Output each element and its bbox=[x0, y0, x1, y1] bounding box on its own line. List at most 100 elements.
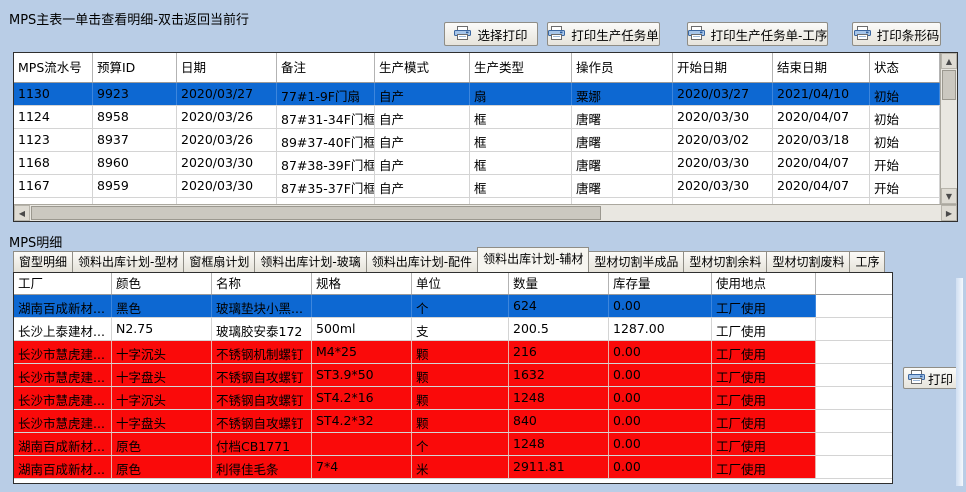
column-header[interactable]: MPS流水号 bbox=[14, 53, 93, 82]
button-label: 打印生产任务单 bbox=[571, 28, 659, 43]
table-header-row: MPS流水号 预算ID 日期 备注 生产模式 生产类型 操作员 开始日期 结束日期 状态 bbox=[14, 53, 940, 83]
tab-5[interactable]: 领料出库计划-辅材 bbox=[477, 247, 590, 272]
row-filler bbox=[816, 295, 892, 317]
cell: 开始 bbox=[870, 175, 940, 197]
tab-8[interactable]: 型材切割废料 bbox=[766, 251, 851, 272]
column-header[interactable]: 规格 bbox=[312, 273, 412, 294]
tab-9[interactable]: 工序 bbox=[849, 251, 886, 272]
table-row[interactable]: 湖南百成新材... 原色 利得佳毛条 7*4 米 2911.81 0.00 工厂使用 bbox=[14, 456, 892, 479]
row-filler bbox=[816, 387, 892, 409]
scroll-right-icon[interactable]: ▶ bbox=[941, 205, 957, 221]
table-row[interactable]: 长沙市慧虎建... 十字盘头 不锈钢自攻螺钉 ST3.9*50 颗 1632 0.00 工厂使… bbox=[14, 364, 892, 387]
print-button-1[interactable]: 打印生产任务单 bbox=[547, 22, 660, 46]
cell: 颗 bbox=[412, 364, 509, 386]
table-row[interactable]: 1124 8958 2020/03/26 87#31-34F门框 自产框唐曙 2020/0… bbox=[14, 106, 940, 129]
cell: 0.00 bbox=[609, 387, 712, 409]
cell: 1632 bbox=[509, 364, 609, 386]
cell: 初始 bbox=[870, 83, 940, 105]
column-header[interactable]: 使用地点 bbox=[712, 273, 816, 294]
table-row[interactable]: 长沙上泰建材... N2.75 玻璃胶安泰172 500ml 支 200.5 1287.00… bbox=[14, 318, 892, 341]
column-header[interactable]: 备注 bbox=[277, 53, 375, 82]
button-label: 打印条形码 bbox=[876, 28, 940, 43]
tab-2[interactable]: 窗框扇计划 bbox=[183, 251, 256, 272]
table-row[interactable]: 长沙市慧虎建... 十字盘头 不锈钢自攻螺钉 ST4.2*32 颗 840 0.00 工厂使用 bbox=[14, 410, 892, 433]
column-header[interactable]: 状态 bbox=[870, 53, 940, 82]
table-row[interactable]: 1167 8959 2020/03/30 87#35-37F门框 自产框唐曙 2020/0… bbox=[14, 175, 940, 198]
cell: 2020/03/30 bbox=[177, 175, 277, 197]
tab-3[interactable]: 领料出库计划-玻璃 bbox=[254, 251, 367, 272]
cell: 工厂使用 bbox=[712, 318, 816, 340]
column-header[interactable]: 预算ID bbox=[93, 53, 177, 82]
main-table-horizontal-scrollbar[interactable]: ◀ ▶ bbox=[14, 204, 957, 221]
scrollbar-track[interactable] bbox=[941, 101, 957, 188]
column-header[interactable]: 单位 bbox=[412, 273, 509, 294]
table-row[interactable]: 1168 8960 2020/03/30 87#38-39F门框 自产框唐曙 2020/0… bbox=[14, 152, 940, 175]
row-filler bbox=[816, 364, 892, 386]
cell bbox=[773, 198, 870, 204]
cell: 湖南百成新材... bbox=[14, 433, 112, 455]
print-button-3[interactable]: 打印条形码 bbox=[852, 22, 941, 46]
tab-1[interactable]: 领料出库计划-型材 bbox=[72, 251, 185, 272]
mps-main-table-body: MPS流水号 预算ID 日期 备注 生产模式 生产类型 操作员 开始日期 结束日期 状态 1130 9… bbox=[14, 53, 940, 204]
column-header[interactable]: 名称 bbox=[212, 273, 312, 294]
scroll-down-icon[interactable]: ▼ bbox=[941, 188, 957, 204]
column-header[interactable]: 库存量 bbox=[609, 273, 712, 294]
table-row[interactable]: 1130 9923 2020/03/27 77#1-9F门扇 自产扇粟娜 2020/03/… bbox=[14, 83, 940, 106]
print-button-2[interactable]: 打印生产任务单-工序 bbox=[687, 22, 828, 46]
main-panel-title: MPS主表一单击查看明细-双击返回当前行 bbox=[9, 13, 249, 28]
table-row[interactable]: 长沙市慧虎建... 十字沉头 不锈钢自攻螺钉 ST4.2*16 颗 1248 0.00 工厂使… bbox=[14, 387, 892, 410]
cell: 工厂使用 bbox=[712, 341, 816, 363]
scroll-up-icon[interactable]: ▲ bbox=[941, 53, 957, 69]
cell: 支 bbox=[412, 318, 509, 340]
horizontal-scrollbar-thumb[interactable] bbox=[31, 206, 601, 220]
column-header[interactable]: 结束日期 bbox=[773, 53, 870, 82]
cell: 840 bbox=[509, 410, 609, 432]
column-header[interactable]: 工厂 bbox=[14, 273, 112, 294]
cell bbox=[470, 198, 572, 204]
cell: 2020/03/18 bbox=[773, 129, 870, 151]
cell: 2020/03/26 bbox=[177, 129, 277, 151]
cell: 2020/04/07 bbox=[773, 106, 870, 128]
column-header[interactable]: 颜色 bbox=[112, 273, 212, 294]
cell: 初始 bbox=[870, 106, 940, 128]
cell: 1248 bbox=[509, 433, 609, 455]
cell: 玻璃胶安泰172 bbox=[212, 318, 312, 340]
print-button-0[interactable]: 选择打印 bbox=[444, 22, 538, 46]
column-header[interactable]: 数量 bbox=[509, 273, 609, 294]
cell: 1123 bbox=[14, 129, 93, 151]
scroll-left-icon[interactable]: ◀ bbox=[14, 205, 30, 221]
cell: ST3.9*50 bbox=[312, 364, 412, 386]
cell: 1124 bbox=[14, 106, 93, 128]
tab-4[interactable]: 领料出库计划-配件 bbox=[365, 251, 479, 272]
table-row[interactable]: 1123 8937 2020/03/26 89#37-40F门框 自产框唐曙 2020/0… bbox=[14, 129, 940, 152]
table-row[interactable]: 湖南百成新材... 黑色 玻璃垫块小黑... 个 624 0.00 工厂使用 bbox=[14, 295, 892, 318]
mps-detail-table-body: 工厂 颜色 名称 规格 单位 数量 库存量 使用地点 湖南百成新材... 黑色 玻璃垫块小黑... 个… bbox=[14, 273, 892, 483]
column-header[interactable]: 操作员 bbox=[572, 53, 673, 82]
cell: 长沙市慧虎建... bbox=[14, 410, 112, 432]
cell: 自产 bbox=[375, 175, 470, 197]
scrollbar-track[interactable] bbox=[602, 205, 941, 221]
column-header[interactable]: 开始日期 bbox=[673, 53, 773, 82]
cell: 77#1-9F门扇 bbox=[277, 83, 375, 105]
column-header[interactable]: 日期 bbox=[177, 53, 277, 82]
detail-print-button[interactable]: 打印 bbox=[903, 367, 958, 389]
detail-panel-title: MPS明细 bbox=[9, 236, 63, 251]
cell: 2020/04/07 bbox=[773, 152, 870, 174]
tab-0[interactable]: 窗型明细 bbox=[13, 251, 74, 272]
cell: 不锈钢机制螺钉 bbox=[212, 341, 312, 363]
table-row[interactable]: 湖南百成新材... 原色 付档CB1771 个 1248 0.00 工厂使用 bbox=[14, 433, 892, 456]
cell: 1287.00 bbox=[609, 318, 712, 340]
cell: 颗 bbox=[412, 341, 509, 363]
column-header[interactable]: 生产模式 bbox=[375, 53, 470, 82]
table-row[interactable]: 长沙市慧虎建... 十字沉头 不锈钢机制螺钉 M4*25 颗 216 0.00 工厂使用 bbox=[14, 341, 892, 364]
tab-6[interactable]: 型材切割半成品 bbox=[588, 251, 685, 272]
cell: 原色 bbox=[112, 456, 212, 478]
column-header[interactable]: 生产类型 bbox=[470, 53, 572, 82]
vertical-scrollbar-thumb[interactable] bbox=[942, 70, 956, 100]
tab-7[interactable]: 型材切割余料 bbox=[683, 251, 768, 272]
main-table-vertical-scrollbar[interactable]: ▲ ▼ bbox=[940, 53, 957, 204]
cell: 自产 bbox=[375, 83, 470, 105]
cell: 1248 bbox=[509, 387, 609, 409]
cell: 工厂使用 bbox=[712, 433, 816, 455]
row-filler bbox=[816, 433, 892, 455]
